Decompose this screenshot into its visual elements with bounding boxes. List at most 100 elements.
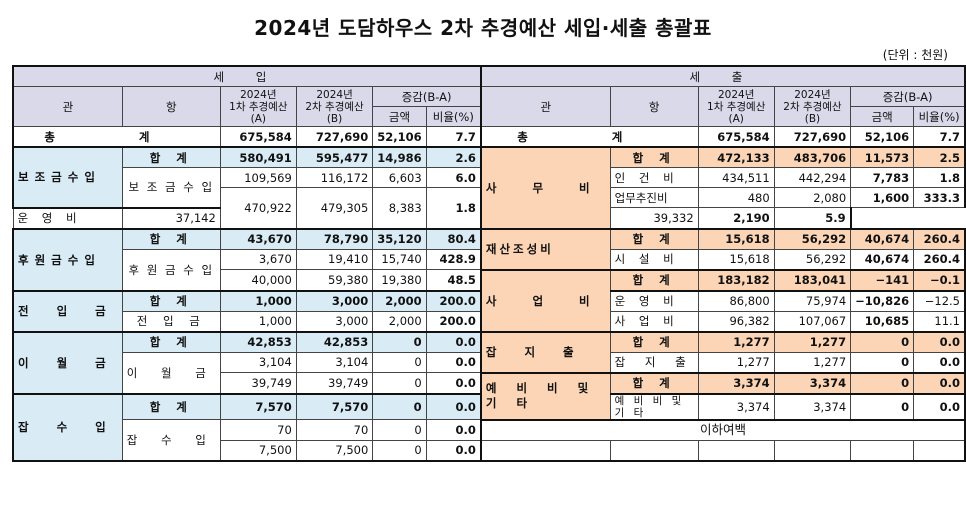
- expense-hang: 인 건 비: [609, 167, 699, 188]
- income-hang: 후 원 금 수 입: [121, 248, 221, 292]
- income-cell: 0.0: [425, 331, 482, 353]
- expense-cell: 260.4: [913, 248, 966, 271]
- expense-total-a: 675,584: [697, 126, 775, 148]
- expense-cell: 107,067: [773, 310, 852, 333]
- expense-cell: 1,277: [773, 331, 852, 353]
- empty-cell: [773, 439, 852, 462]
- expense-cell: 39,332: [609, 207, 699, 230]
- income-cell: 0: [372, 372, 427, 395]
- expense-cell: −0.1: [913, 269, 966, 291]
- income-cell: 0.0: [425, 372, 482, 395]
- expense-col-a-header: 2024년 1차 추경예산(A): [697, 86, 775, 127]
- income-cell: 15,740: [372, 248, 427, 270]
- expense-hang: 시 설 비: [609, 248, 699, 271]
- income-subtotal-label: 합 계: [121, 331, 221, 353]
- income-hang-header: 항: [121, 86, 221, 127]
- expense-total-d: 52,106: [850, 126, 915, 148]
- expense-gwan-asset: 재산조성비: [479, 228, 611, 271]
- income-hang: 보 조 금 수 입: [121, 167, 221, 209]
- income-cell: 14,986: [372, 146, 427, 168]
- expense-total-label: 총 계: [479, 126, 699, 148]
- income-hang: 전 입 금: [121, 310, 221, 333]
- income-cell: 0.0: [425, 351, 482, 373]
- income-cell: 3,670: [219, 248, 297, 270]
- expense-cell: 5.9: [773, 207, 852, 230]
- income-cell: 3,000: [295, 290, 374, 312]
- income-cell: 479,305: [295, 187, 374, 230]
- income-cell: 19,410: [295, 248, 374, 270]
- expense-cell: 86,800: [697, 290, 775, 312]
- income-gwan-subsidy: 보조금수입: [11, 146, 123, 209]
- income-gwan-misc: 잡 수 입: [11, 393, 123, 462]
- income-cell: 7,500: [219, 439, 297, 462]
- income-total-d: 52,106: [372, 126, 427, 148]
- income-cell: 80.4: [425, 228, 482, 250]
- income-cell: 0: [372, 439, 427, 462]
- expense-cell: 0: [850, 372, 915, 394]
- expense-gwan-office: 사 무 비: [479, 146, 611, 230]
- expense-col-b-header: 2024년 2차 추경예산(B): [773, 86, 852, 127]
- income-cell: 428.9: [425, 248, 482, 270]
- income-cell: 580,491: [219, 146, 297, 168]
- expense-hang: 합 계: [609, 372, 699, 394]
- income-cell: 48.5: [425, 269, 482, 292]
- expense-hang: 합 계: [609, 331, 699, 353]
- income-cell: 39,749: [295, 372, 374, 395]
- expense-cell: 183,041: [773, 269, 852, 291]
- income-cell: 0.0: [425, 393, 482, 420]
- income-total-b: 727,690: [295, 126, 374, 148]
- expense-cell: 2,190: [697, 207, 775, 230]
- expense-cell: 40,674: [850, 248, 915, 271]
- expense-cell: −10,826: [850, 290, 915, 312]
- expense-diff-header: 증감(B-A): [850, 86, 966, 107]
- expense-cell: 472,133: [697, 146, 775, 168]
- income-cell: 2.6: [425, 146, 482, 168]
- income-cell: 40,000: [219, 269, 297, 292]
- expense-gwan-misc: 잡 지 출: [479, 331, 611, 374]
- expense-cell: 1,277: [697, 331, 775, 353]
- expense-cell: 3,374: [697, 393, 775, 421]
- income-header: 세 입: [12, 65, 482, 87]
- expense-cell: −12.5: [913, 290, 966, 312]
- income-cell: 3,104: [219, 351, 297, 373]
- income-cell: 200.0: [425, 310, 482, 333]
- income-cell: 0.0: [425, 419, 482, 441]
- expense-cell: 0.0: [913, 393, 966, 421]
- income-cell: 1.8: [425, 187, 482, 230]
- expense-hang: 운 영 비: [12, 207, 123, 230]
- expense-cell: 96,382: [697, 310, 775, 333]
- income-cell: 70: [295, 419, 374, 441]
- income-cell: 0.0: [425, 439, 482, 462]
- income-total-label: 총 계: [11, 126, 221, 148]
- expense-cell: 15,618: [697, 248, 775, 271]
- income-cell: 595,477: [295, 146, 374, 168]
- expense-hang: 사 업 비: [609, 310, 699, 333]
- expense-cell: 3,374: [773, 372, 852, 394]
- expense-gwan-project: 사 업 비: [479, 269, 611, 333]
- income-subtotal-label: 합 계: [121, 228, 221, 250]
- income-subtotal-label: 합 계: [121, 290, 221, 312]
- expense-cell: 0.0: [913, 351, 966, 374]
- income-ratio-header: 비율(%): [425, 106, 482, 127]
- expense-hang: 합 계: [609, 269, 699, 291]
- expense-total-r: 7.7: [913, 126, 966, 148]
- income-cell: 7,500: [295, 439, 374, 462]
- expense-hang: 운 영 비: [609, 290, 699, 312]
- income-cell: 2,000: [372, 310, 427, 333]
- expense-cell: 483,706: [773, 146, 852, 168]
- expense-cell: 1,600: [850, 187, 915, 208]
- income-gwan-transfer: 전 입 금: [11, 290, 123, 333]
- expense-cell: 75,974: [773, 290, 852, 312]
- expense-cell: 15,618: [697, 228, 775, 250]
- expense-hang: 잡 지 출: [609, 351, 699, 374]
- expense-hang-header: 항: [609, 86, 699, 127]
- expense-cell: 37,142: [121, 207, 221, 230]
- income-cell: 42,853: [219, 331, 297, 353]
- income-cell: 2,000: [372, 290, 427, 312]
- expense-cell: 7,783: [850, 167, 915, 188]
- income-total-a: 675,584: [219, 126, 297, 148]
- income-cell: 0: [372, 393, 427, 420]
- empty-cell: [479, 439, 611, 462]
- expense-header: 세 출: [479, 65, 966, 87]
- expense-ratio-header: 비율(%): [913, 106, 966, 127]
